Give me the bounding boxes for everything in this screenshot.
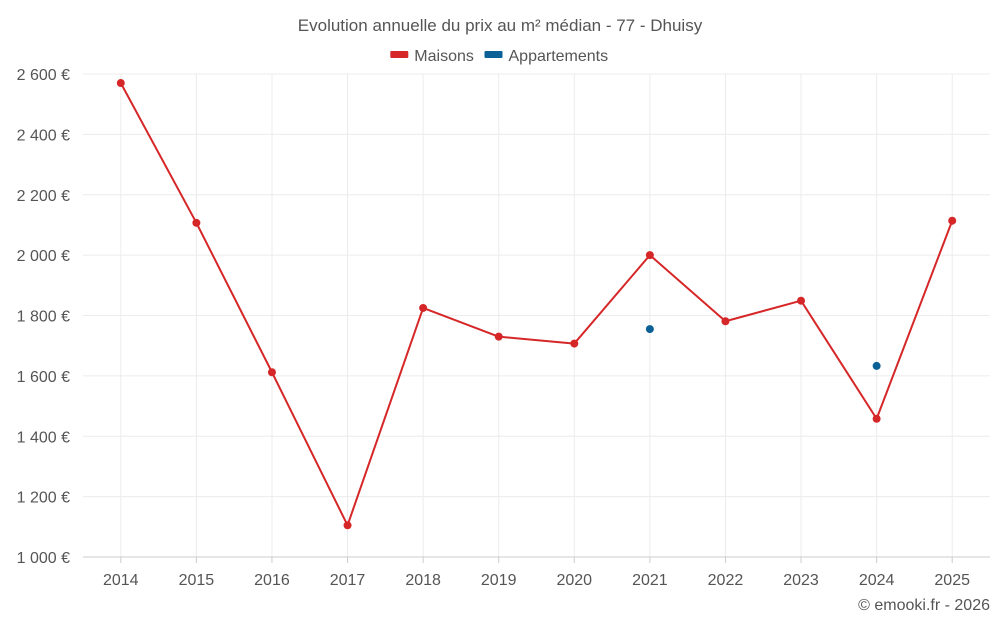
x-tick-label: 2016 <box>254 572 290 589</box>
y-tick-label: 1 600 € <box>17 369 70 386</box>
legend-swatch <box>484 51 503 58</box>
x-tick-label: 2021 <box>632 572 668 589</box>
x-tick-label: 2022 <box>708 572 744 589</box>
data-point-maisons-2017[interactable] <box>343 521 352 530</box>
y-tick-label: 1 400 € <box>17 429 70 446</box>
legend-swatch <box>390 51 409 58</box>
legend-item-appartements[interactable]: Appartements <box>484 48 609 65</box>
data-point-maisons-2015[interactable] <box>192 218 201 227</box>
data-point-maisons-2014[interactable] <box>116 79 125 88</box>
legend: Maisons Appartements <box>390 48 608 65</box>
data-point-maisons-2018[interactable] <box>419 303 428 312</box>
data-point-appartements-2024[interactable] <box>872 361 881 370</box>
data-point-maisons-2016[interactable] <box>267 368 276 377</box>
data-point-maisons-2024[interactable] <box>872 414 881 423</box>
series-layer <box>116 79 957 530</box>
y-tick-label: 2 000 € <box>17 248 70 265</box>
y-tick-label: 1 000 € <box>17 550 70 567</box>
x-tick-label: 2017 <box>330 572 366 589</box>
data-point-maisons-2025[interactable] <box>948 216 957 225</box>
x-tick-label: 2025 <box>934 572 970 589</box>
x-tick-label: 2015 <box>179 572 215 589</box>
data-point-maisons-2020[interactable] <box>570 339 579 348</box>
y-tick-label: 1 200 € <box>17 490 70 507</box>
series-line-maisons <box>119 82 954 527</box>
legend-label: Maisons <box>414 48 474 65</box>
legend-item-maisons[interactable]: Maisons <box>390 48 474 65</box>
data-point-maisons-2023[interactable] <box>797 296 806 305</box>
gridlines <box>83 73 990 558</box>
y-tick-label: 2 400 € <box>17 127 70 144</box>
data-point-maisons-2019[interactable] <box>494 332 503 341</box>
x-tick-label: 2023 <box>783 572 819 589</box>
data-point-appartements-2021[interactable] <box>645 325 654 334</box>
y-tick-label: 1 800 € <box>17 309 70 326</box>
y-tick-label: 2 200 € <box>17 188 70 205</box>
x-tick-label: 2019 <box>481 572 517 589</box>
data-point-maisons-2022[interactable] <box>721 317 730 326</box>
x-tick-label: 2018 <box>405 572 441 589</box>
legend-label: Appartements <box>509 48 609 65</box>
credit-text: © emooki.fr - 2026 <box>858 597 990 614</box>
chart-title: Evolution annuelle du prix au m² médian … <box>298 16 703 35</box>
y-tick-label: 2 600 € <box>17 67 70 84</box>
data-point-maisons-2021[interactable] <box>645 251 654 260</box>
x-tick-label: 2024 <box>859 572 895 589</box>
x-tick-label: 2014 <box>103 572 139 589</box>
axes: 1 000 € 1 200 € 1 400 € 1 600 € 1 800 € 2 000… <box>17 67 990 589</box>
x-tick-label: 2020 <box>556 572 592 589</box>
